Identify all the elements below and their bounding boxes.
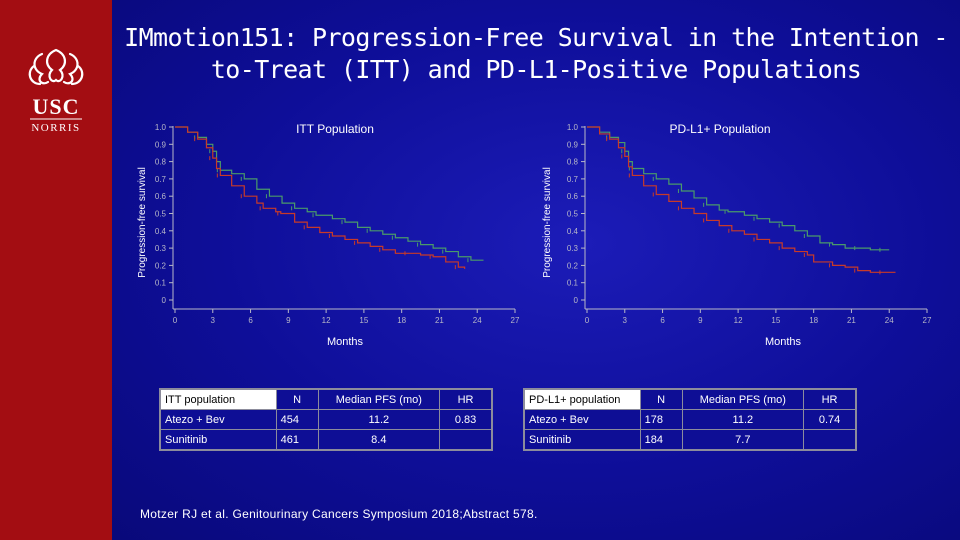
km-curve-1 xyxy=(175,126,466,269)
x-tick-label: 15 xyxy=(771,316,780,325)
km-curve-1 xyxy=(587,126,896,273)
arm-name: Atezo + Bev xyxy=(524,409,641,430)
hr-value xyxy=(439,429,492,450)
median-pfs-value: 11.2 xyxy=(317,409,441,430)
y-tick-label: 1.0 xyxy=(567,123,579,132)
x-tick-label: 3 xyxy=(211,316,216,325)
table-row: Sunitinib 184 7.7 xyxy=(524,429,856,450)
x-tick-label: 12 xyxy=(734,316,743,325)
header-n: N xyxy=(275,389,319,410)
y-tick-label: 0.2 xyxy=(567,261,579,270)
y-axis-title: Progression-free survival xyxy=(137,167,148,278)
arm-name: Atezo + Bev xyxy=(160,409,277,430)
y-tick-label: 0.8 xyxy=(567,158,579,167)
y-tick-label: 0.5 xyxy=(567,210,579,219)
x-tick-label: 9 xyxy=(286,316,291,325)
x-tick-label: 0 xyxy=(585,316,590,325)
y-tick-label: 1.0 xyxy=(155,123,167,132)
x-axis-title: Months xyxy=(327,336,364,348)
n-value: 178 xyxy=(639,409,683,430)
y-tick-label: 0.2 xyxy=(155,261,167,270)
n-value: 184 xyxy=(639,429,683,450)
y-tick-label: 0.4 xyxy=(155,227,167,236)
slide-body xyxy=(112,0,960,540)
x-tick-label: 21 xyxy=(847,316,856,325)
table-row: Atezo + Bev 454 11.2 0.83 xyxy=(160,409,492,430)
x-tick-label: 18 xyxy=(397,316,406,325)
km-panel-0: 0 0.1 0.2 0.3 0.4 0.5 0.6 0.7 0.8 0.9 1.0 0 3 6 9 12 15 1… xyxy=(137,123,520,348)
hr-value: 0.74 xyxy=(803,409,856,430)
y-tick-label: 0 xyxy=(574,296,579,305)
hr-value xyxy=(803,429,856,450)
x-tick-label: 21 xyxy=(435,316,444,325)
header-population: PD-L1+ population xyxy=(524,389,641,410)
hr-value: 0.83 xyxy=(439,409,492,430)
median-pfs-value: 8.4 xyxy=(317,429,441,450)
y-tick-label: 0.6 xyxy=(155,192,167,201)
km-panel-1: 0 0.1 0.2 0.3 0.4 0.5 0.6 0.7 0.8 0.9 1.0 0 3 6 9 12 15 1… xyxy=(542,123,932,348)
x-tick-label: 27 xyxy=(511,316,520,325)
slide-title: IMmotion151: Progression-Free Survival i… xyxy=(124,23,948,84)
y-tick-label: 0.3 xyxy=(567,244,579,253)
svg-text:NORRIS: NORRIS xyxy=(31,122,80,134)
x-tick-label: 18 xyxy=(809,316,818,325)
median-pfs-value: 7.7 xyxy=(681,429,805,450)
y-tick-label: 0 xyxy=(162,296,167,305)
x-tick-label: 6 xyxy=(248,316,253,325)
table-header-row: PD-L1+ population N Median PFS (mo) HR xyxy=(524,389,856,410)
y-tick-label: 0.4 xyxy=(567,227,579,236)
svg-text:USC: USC xyxy=(32,94,79,119)
x-tick-label: 9 xyxy=(698,316,703,325)
km-curve-0 xyxy=(587,126,890,251)
x-tick-label: 3 xyxy=(623,316,628,325)
x-tick-label: 24 xyxy=(473,316,482,325)
n-value: 461 xyxy=(275,429,319,450)
header-median-pfs: Median PFS (mo) xyxy=(317,389,441,410)
arm-name: Sunitinib xyxy=(160,429,277,450)
n-value: 454 xyxy=(275,409,319,430)
x-tick-label: 15 xyxy=(359,316,368,325)
y-tick-label: 0.7 xyxy=(567,175,579,184)
arm-name: Sunitinib xyxy=(524,429,641,450)
y-tick-label: 0.1 xyxy=(567,279,579,288)
y-tick-label: 0.1 xyxy=(155,279,167,288)
x-tick-label: 24 xyxy=(885,316,894,325)
citation: Motzer RJ et al. Genitourinary Cancers S… xyxy=(140,507,538,521)
y-tick-label: 0.3 xyxy=(155,244,167,253)
x-tick-label: 12 xyxy=(322,316,331,325)
km-curve-0 xyxy=(175,126,484,261)
pdl1-table: PD-L1+ population N Median PFS (mo) HR A… xyxy=(523,388,857,451)
header-population: ITT population xyxy=(160,389,277,410)
y-tick-label: 0.8 xyxy=(155,158,167,167)
header-hr: HR xyxy=(803,389,856,410)
table-row: Sunitinib 461 8.4 xyxy=(160,429,492,450)
header-hr: HR xyxy=(439,389,492,410)
y-tick-label: 0.5 xyxy=(155,210,167,219)
header-n: N xyxy=(639,389,683,410)
itt-table: ITT population N Median PFS (mo) HR Atez… xyxy=(159,388,493,451)
table-row: Atezo + Bev 178 11.2 0.74 xyxy=(524,409,856,430)
table-header-row: ITT population N Median PFS (mo) HR xyxy=(160,389,492,410)
y-tick-label: 0.7 xyxy=(155,175,167,184)
y-tick-label: 0.6 xyxy=(567,192,579,201)
median-pfs-value: 11.2 xyxy=(681,409,805,430)
usc-norris-logo: USC NORRIS xyxy=(28,48,84,134)
chart-title-itt: ITT Population xyxy=(296,122,374,136)
x-tick-label: 0 xyxy=(173,316,178,325)
header-median-pfs: Median PFS (mo) xyxy=(681,389,805,410)
chart-title-pdl1: PD-L1+ Population xyxy=(669,122,771,136)
sidebar-band: USC NORRIS xyxy=(0,0,112,540)
y-axis-title: Progression-free survival xyxy=(542,167,553,278)
y-tick-label: 0.9 xyxy=(567,140,579,149)
x-axis-title: Months xyxy=(765,336,802,348)
x-tick-label: 27 xyxy=(923,316,932,325)
x-tick-label: 6 xyxy=(660,316,665,325)
y-tick-label: 0.9 xyxy=(155,140,167,149)
